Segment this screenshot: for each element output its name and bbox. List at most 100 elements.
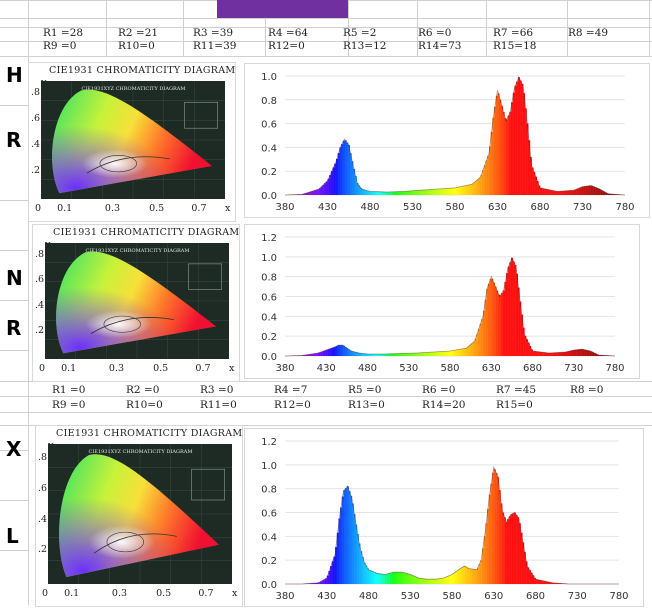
row-label-letter: R <box>6 128 21 152</box>
r-value: R8 =49 <box>568 27 608 39</box>
r-value: R11=39 <box>193 40 236 52</box>
cie-y-tick: .6 <box>38 483 47 494</box>
cie-x-tick: 0.5 <box>156 588 171 599</box>
cie-x-axis-label: x <box>229 363 234 374</box>
cie-diagram-title: CIE1931 CHROMATICITY DIAGRAM <box>53 227 239 238</box>
y-tick-label: 0.2 <box>261 167 277 178</box>
r-value: R9 =0 <box>43 40 76 52</box>
y-tick-label: 1.0 <box>261 72 277 83</box>
cie-y-tick: .2 <box>38 544 47 555</box>
cie-x-tick: 0.7 <box>198 588 213 599</box>
x-tick-label: 680 <box>523 363 542 374</box>
y-tick-label: 0.2 <box>261 556 277 567</box>
x-tick-label: 380 <box>275 202 294 213</box>
r-value: R7 =66 <box>493 27 533 39</box>
x-tick-label: 630 <box>484 591 503 602</box>
y-tick-label: 1.2 <box>261 437 277 448</box>
r-value: R13=12 <box>343 40 386 52</box>
r-value: R4 =64 <box>268 27 308 39</box>
r-value: R11=0 <box>200 399 237 411</box>
x-tick-label: 780 <box>605 363 624 374</box>
r-value: R3 =0 <box>200 384 233 396</box>
row-label-letter: L <box>6 524 19 548</box>
x-tick-label: 380 <box>275 591 294 602</box>
x-tick-label: 730 <box>573 202 592 213</box>
r-value: R5 =2 <box>343 27 376 39</box>
y-tick-label: 0.4 <box>261 532 277 543</box>
y-tick-label: 0.0 <box>261 580 277 591</box>
cie-x-tick: 0.1 <box>57 203 72 214</box>
r-value: R14=73 <box>418 40 461 52</box>
r-value: R2 =0 <box>126 384 159 396</box>
x-tick-label: 430 <box>317 591 336 602</box>
cie-inner-title: CIE1931XYZ CHROMATICITY DIAGRAM <box>88 449 192 455</box>
x-tick-label: 430 <box>318 202 337 213</box>
y-tick-label: 0.6 <box>261 293 277 304</box>
y-tick-label: 0.6 <box>261 509 277 520</box>
x-tick-label: 730 <box>564 363 583 374</box>
cie-x-axis-label: x <box>232 588 237 599</box>
x-tick-label: 530 <box>403 202 422 213</box>
r-value: R3 =39 <box>193 27 233 39</box>
x-tick-label: 430 <box>317 363 336 374</box>
r-value: R5 =0 <box>348 384 381 396</box>
x-tick-label: 530 <box>399 363 418 374</box>
cie-x-tick: 0 <box>35 203 41 214</box>
x-tick-label: 780 <box>609 591 628 602</box>
cie-diagram-image: CIE1931XYZ CHROMATICITY DIAGRAM <box>41 81 225 199</box>
r-value: R12=0 <box>268 40 305 52</box>
cie-y-axis-label: y <box>41 77 46 88</box>
y-tick-label: 0.0 <box>261 352 277 363</box>
r-value: R14=20 <box>422 399 465 411</box>
cie-y-tick: .8 <box>35 249 44 260</box>
cie-x-tick: 0.5 <box>153 363 168 374</box>
r-value: R1 =0 <box>52 384 85 396</box>
r-value: R10=0 <box>118 40 155 52</box>
cie-x-axis-label: x <box>225 203 230 214</box>
cie-x-tick: 0.3 <box>109 363 124 374</box>
x-tick-label: 630 <box>482 363 501 374</box>
r-value: R12=0 <box>274 399 311 411</box>
y-tick-label: 0.4 <box>261 312 277 323</box>
y-tick-label: 0.4 <box>261 143 277 154</box>
spectrum-fill <box>288 77 623 195</box>
x-tick-label: 630 <box>488 202 507 213</box>
cie-x-tick: 0.1 <box>61 363 76 374</box>
cie-y-axis-label: y <box>45 239 50 250</box>
cie-x-tick: 0.3 <box>105 203 120 214</box>
y-tick-label: 0.8 <box>261 96 277 107</box>
cie-y-tick: .8 <box>31 87 40 98</box>
y-tick-label: 0.8 <box>261 485 277 496</box>
x-tick-label: 680 <box>530 202 549 213</box>
x-tick-label: 580 <box>442 591 461 602</box>
row-label-letter: N <box>6 266 23 290</box>
cie-y-tick: .2 <box>35 325 44 336</box>
cie-y-tick: .2 <box>31 165 40 176</box>
selected-cell-highlight[interactable] <box>217 0 348 18</box>
r-value: R2 =21 <box>118 27 158 39</box>
x-tick-label: 580 <box>445 202 464 213</box>
y-tick-label: 0.8 <box>261 273 277 284</box>
cie-diagram-title: CIE1931 CHROMATICITY DIAGRAM <box>56 428 242 439</box>
cie-x-tick: 0.5 <box>149 203 164 214</box>
y-tick-label: 0.6 <box>261 120 277 131</box>
spectrum-fill <box>288 258 613 356</box>
y-tick-label: 1.0 <box>261 253 277 264</box>
cie-x-tick: 0 <box>39 363 45 374</box>
cie-x-tick: 0.7 <box>195 363 210 374</box>
y-tick-label: 1.0 <box>261 461 277 472</box>
cie-diagram-image: CIE1931XYZ CHROMATICITY DIAGRAM <box>48 444 232 584</box>
x-tick-label: 480 <box>360 202 379 213</box>
cie-x-tick: 0.1 <box>64 588 79 599</box>
r-value: R10=0 <box>126 399 163 411</box>
cie-y-axis-label: y <box>48 440 53 451</box>
x-tick-label: 480 <box>358 363 377 374</box>
r-value: R15=18 <box>493 40 536 52</box>
cie-chromaticity-panel: CIE1931 CHROMATICITY DIAGRAM CIE1931XYZ C… <box>35 425 243 607</box>
x-tick-label: 780 <box>615 202 634 213</box>
x-tick-label: 730 <box>568 591 587 602</box>
